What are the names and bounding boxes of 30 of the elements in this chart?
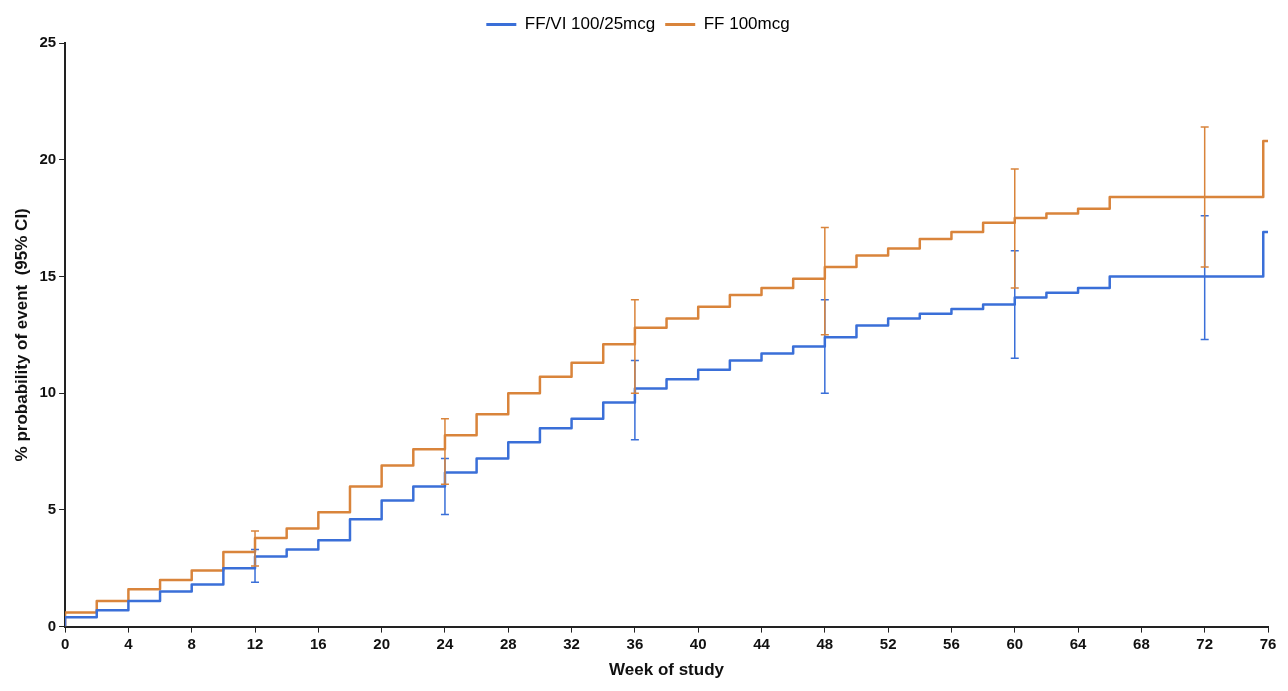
x-tick-label: 60 <box>1006 634 1024 652</box>
x-tick-label: 0 <box>60 634 70 652</box>
x-tick-label: 68 <box>1133 634 1150 652</box>
legend-label: FF 100mcg <box>703 14 790 34</box>
x-tick-label: 24 <box>436 634 454 652</box>
y-tick-label: 5 <box>47 500 57 518</box>
x-tick-label: 4 <box>124 634 134 652</box>
x-tick-label: 8 <box>187 634 196 652</box>
x-tick-label: 12 <box>246 634 264 652</box>
x-tick-label: 16 <box>309 634 327 652</box>
x-tick-label: 56 <box>943 634 960 652</box>
y-axis-title: % probability of event (95% CI) <box>11 208 31 462</box>
x-tick-label: 32 <box>563 634 580 652</box>
x-tick-label: 44 <box>753 634 771 652</box>
x-tick-label: 48 <box>816 634 834 652</box>
x-tick-label: 40 <box>689 634 707 652</box>
x-tick-label: 28 <box>499 634 517 652</box>
legend-label: FF/VI 100/25mcg <box>524 14 656 34</box>
y-tick-label: 10 <box>39 383 57 401</box>
x-tick-label: 72 <box>1196 634 1214 652</box>
x-tick-label: 36 <box>626 634 644 652</box>
y-tick-label: 0 <box>47 616 57 634</box>
y-tick-label: 15 <box>39 266 57 284</box>
y-tick-label: 20 <box>39 149 57 167</box>
x-tick-label: 20 <box>373 634 390 652</box>
x-tick-label: 52 <box>879 634 897 652</box>
x-axis-title: Week of study <box>609 660 725 680</box>
y-tick-label: 25 <box>39 33 57 51</box>
x-tick-label: 76 <box>1259 634 1277 652</box>
x-tick-label: 64 <box>1069 634 1088 652</box>
